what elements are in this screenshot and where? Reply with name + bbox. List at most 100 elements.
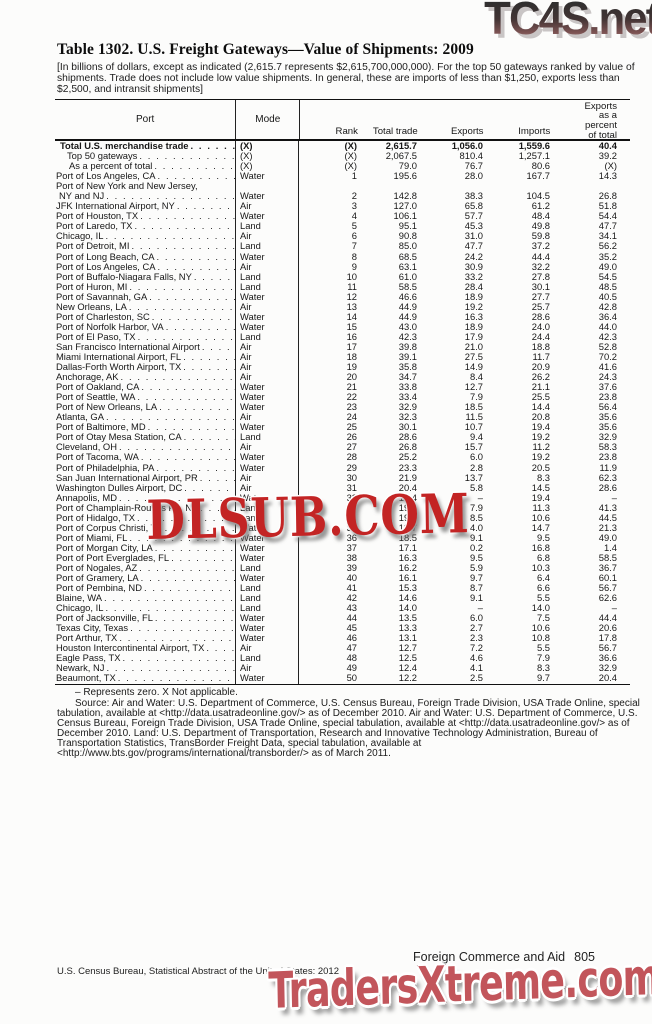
cell-port: Port of Baltimore, MD — [55, 422, 236, 433]
cell-exports: 6.0 — [469, 613, 483, 624]
cell-pct: 42.3 — [598, 331, 617, 342]
cell-imports: 10.6 — [531, 623, 550, 634]
cell-port: Cleveland, OH — [55, 442, 236, 453]
cell-exports: 45.3 — [464, 221, 483, 232]
port-name: Washington Dulles Airport, DC — [56, 482, 183, 493]
cell-mode: Air — [236, 362, 299, 373]
dot-leader — [182, 483, 235, 493]
cell-imports: 10.8 — [531, 633, 550, 644]
dot-leader — [147, 292, 235, 302]
port-name: Port of Miami, FL — [56, 532, 128, 543]
table-row: San Francisco International Airport Air 17… — [55, 341, 630, 352]
cell-mode: Land — [236, 432, 299, 443]
port-name: Port of New Orleans, LA — [56, 402, 158, 413]
column-header-imports: Imports — [518, 126, 551, 137]
dot-leader — [132, 221, 235, 231]
cell-port: Port of Otay Mesa Station, CA — [55, 432, 236, 443]
cell-mode: Air — [236, 341, 299, 352]
cell-exports: 9.1 — [469, 532, 483, 543]
cell-port: Port of Nogales, AZ — [55, 562, 236, 574]
cell-imports: 59.8 — [531, 231, 550, 242]
cell-rank: 30 — [346, 472, 357, 483]
cell-pct: 54.4 — [598, 211, 617, 222]
dot-leader — [164, 322, 235, 332]
cell-rank: 34 — [346, 512, 357, 523]
table-header-row: Port Mode Rank Total trade Exports Impor… — [55, 99, 630, 141]
cell-rank: 33 — [346, 502, 357, 513]
table-row: New Orleans, LA Air 13 44.9 19.2 25.7 42.8 — [55, 301, 630, 312]
cell-imports: 27.8 — [531, 271, 550, 282]
cell-mode: Water — [236, 311, 299, 322]
dot-leader — [129, 241, 235, 251]
cell-pct: 47.7 — [598, 221, 617, 232]
dot-leader — [156, 171, 235, 181]
cell-imports: 61.2 — [531, 201, 550, 212]
cell-pct: 49.0 — [598, 532, 617, 543]
cell-total: 12.7 — [398, 643, 417, 654]
cell-total: 13.5 — [398, 613, 417, 624]
cell-mode: Land — [236, 603, 299, 614]
table-row: Port of Gramery, LA Water 40 16.1 9.7 6.4 60.1 — [55, 573, 630, 584]
cell-total: 19.1 — [398, 512, 417, 523]
table-row: Port of Morgan City, LA Water 37 17.1 0.2 16.… — [55, 542, 630, 553]
table-row: Port of Miami, FL Water 36 18.5 9.1 9.5 49.0 — [55, 532, 630, 543]
cell-pct: 49.0 — [598, 261, 617, 272]
cell-port: Miami International Airport, FL — [55, 351, 236, 363]
cell-total: 63.1 — [398, 261, 417, 272]
cell-imports: 30.1 — [531, 281, 550, 292]
cell-rank: 7 — [351, 241, 357, 252]
cell-imports: 5.5 — [536, 593, 550, 604]
port-name: Port of Laredo, TX — [56, 221, 133, 232]
cell-port: Beaumont, TX — [55, 673, 236, 684]
cell-pct: 42.8 — [598, 301, 617, 312]
cell-total: 68.5 — [398, 251, 417, 262]
cell-rank: 15 — [346, 321, 357, 332]
port-name: Port of Charleston, SC — [56, 311, 150, 322]
footer-credit: U.S. Census Bureau, Statistical Abstract… — [57, 966, 339, 977]
cell-rank: 38 — [346, 552, 357, 563]
table-row: Port of Charleston, SC Water 14 44.9 16.3 28.… — [55, 311, 630, 322]
cell-exports: 4.0 — [469, 522, 483, 533]
cell-total: 46.6 — [398, 291, 417, 302]
cell-rank: 40 — [346, 573, 357, 584]
cell-mode: (X) — [236, 151, 299, 162]
dot-leader — [135, 513, 235, 523]
cell-exports: 17.9 — [464, 331, 483, 342]
cell-exports: 18.9 — [464, 321, 483, 332]
dot-leader — [156, 262, 235, 272]
cell-exports: 28.4 — [464, 281, 483, 292]
cell-imports: 1,559.6 — [518, 141, 550, 151]
cell-mode: Land — [236, 331, 299, 342]
cell-rank: 10 — [346, 271, 357, 282]
cell-port: Port of Morgan City, LA — [55, 542, 236, 553]
port-name: Port of Baltimore, MD — [56, 422, 146, 433]
cell-pct: – — [611, 603, 617, 614]
cell-mode: Air — [236, 663, 299, 674]
cell-total: 18.7 — [398, 522, 417, 533]
cell-exports: 28.0 — [464, 171, 483, 182]
footnote-source: Source: Air and Water: U.S. Department o… — [57, 697, 640, 760]
cell-mode: Air — [236, 301, 299, 312]
column-header-total-trade: Total trade — [372, 126, 418, 137]
cell-mode: Water — [236, 291, 299, 302]
cell-mode: (X) — [236, 141, 299, 152]
port-name: Port of Long Beach, CA — [56, 251, 155, 262]
cell-exports: 57.7 — [464, 211, 483, 222]
table-row: Port of New Orleans, LA Water 23 32.9 18.5 14… — [55, 402, 630, 413]
cell-imports: 8.3 — [536, 472, 550, 483]
cell-imports: 14.5 — [531, 482, 550, 493]
cell-pct: 36.6 — [598, 653, 617, 664]
port-name: Port of Morgan City, LA — [56, 542, 153, 553]
cell-rank: 44 — [346, 613, 357, 624]
cell-mode: Air — [236, 372, 299, 383]
cell-rank: 50 — [346, 673, 357, 684]
cell-mode: Water — [236, 573, 299, 584]
port-name: Port of Huron, MI — [56, 281, 128, 292]
cell-imports: 44.4 — [531, 251, 550, 262]
cell-exports: 9.4 — [469, 432, 483, 443]
cell-exports: 9.1 — [469, 593, 483, 604]
port-name: Texas City, Texas — [56, 623, 129, 634]
running-footer: Foreign Commerce and Aid 805 — [413, 950, 595, 964]
cell-rank: 12 — [346, 291, 357, 302]
cell-exports: 7.9 — [469, 502, 483, 513]
